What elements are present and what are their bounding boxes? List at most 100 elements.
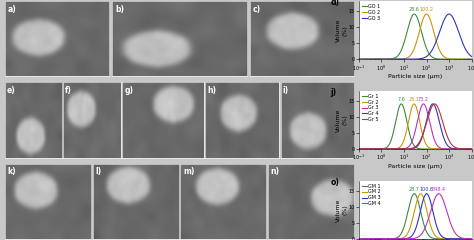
Gr 2: [408, 110, 413, 113]
GO 2: [445, 57, 451, 60]
Gr 3: [469, 148, 474, 150]
Gr 2: [469, 148, 474, 150]
GM 3: [445, 237, 451, 240]
Gr 3: [408, 143, 413, 145]
GO 1: [465, 58, 471, 60]
Gr 4: [465, 148, 471, 150]
Gr 4: [411, 147, 417, 150]
Text: e): e): [7, 86, 15, 95]
Legend: GM 1, GM 2, GM 3, GM 4: GM 1, GM 2, GM 3, GM 4: [361, 183, 381, 206]
GM 2: [411, 213, 417, 216]
Gr 5: [445, 136, 451, 139]
Gr 1: [408, 137, 414, 139]
GM 1: [411, 192, 417, 195]
GO 3: [356, 58, 362, 60]
GM 3: [408, 235, 413, 238]
Line: GM 1: GM 1: [359, 194, 472, 239]
Gr 4: [430, 102, 436, 105]
GM 3: [356, 237, 362, 240]
GM 4: [465, 237, 471, 240]
Text: 348.4: 348.4: [432, 187, 446, 192]
GM 1: [411, 192, 417, 195]
Line: Gr 3: Gr 3: [359, 104, 472, 149]
Text: g): g): [125, 86, 134, 95]
Gr 3: [420, 102, 426, 105]
GM 4: [362, 237, 367, 240]
GO 1: [445, 58, 451, 60]
GM 4: [356, 237, 362, 240]
Text: j): j): [331, 88, 337, 97]
Gr 1: [465, 148, 471, 150]
Text: i): i): [283, 86, 289, 95]
GM 2: [362, 237, 367, 240]
Text: 28.1: 28.1: [409, 97, 419, 102]
GO 1: [362, 58, 367, 60]
X-axis label: Particle size (μm): Particle size (μm): [388, 74, 442, 79]
Line: GM 2: GM 2: [359, 194, 472, 239]
Line: GM 3: GM 3: [359, 194, 472, 239]
GO 2: [465, 58, 471, 60]
Y-axis label: Volume
(%): Volume (%): [336, 108, 347, 132]
GM 1: [469, 237, 474, 240]
Gr 1: [356, 148, 362, 150]
GO 1: [356, 58, 362, 60]
Gr 3: [362, 148, 367, 150]
Gr 5: [465, 148, 471, 150]
Gr 4: [362, 148, 367, 150]
Gr 2: [445, 148, 451, 150]
GO 3: [469, 55, 474, 58]
Gr 1: [469, 148, 474, 150]
GM 1: [408, 199, 413, 202]
Legend: Gr 1, Gr 2, Gr 3, Gr 4, Gr 5: Gr 1, Gr 2, Gr 3, Gr 4, Gr 5: [361, 93, 379, 122]
Text: k): k): [7, 167, 16, 176]
Text: m): m): [183, 167, 194, 176]
Line: Gr 5: Gr 5: [359, 104, 472, 149]
Gr 4: [356, 148, 362, 150]
GO 3: [411, 58, 417, 60]
Gr 5: [408, 147, 413, 150]
GM 2: [356, 237, 362, 240]
Line: GO 1: GO 1: [359, 14, 472, 59]
Text: f): f): [65, 86, 72, 95]
Text: n): n): [271, 167, 280, 176]
GM 3: [469, 237, 474, 240]
Gr 2: [362, 148, 367, 150]
Y-axis label: Volume
(%): Volume (%): [336, 18, 347, 42]
GO 3: [445, 13, 450, 16]
Gr 5: [411, 146, 417, 149]
Gr 4: [469, 148, 474, 150]
Text: a): a): [8, 5, 17, 14]
Gr 2: [465, 148, 471, 150]
GO 2: [465, 58, 471, 60]
GM 1: [356, 237, 362, 240]
GM 4: [411, 237, 417, 240]
Text: h): h): [208, 86, 217, 95]
GM 1: [465, 237, 471, 240]
Gr 4: [465, 148, 471, 150]
GO 1: [411, 13, 417, 16]
GM 2: [465, 237, 471, 240]
GM 1: [362, 237, 367, 240]
Gr 3: [356, 148, 362, 150]
Line: GO 2: GO 2: [359, 14, 472, 59]
Gr 5: [469, 148, 474, 150]
GO 2: [362, 58, 367, 60]
Text: o): o): [331, 178, 339, 187]
Gr 1: [362, 148, 367, 150]
Gr 4: [445, 144, 451, 147]
GM 1: [465, 237, 471, 240]
GM 3: [362, 237, 367, 240]
GO 1: [411, 13, 417, 16]
GM 3: [411, 232, 417, 235]
GM 3: [465, 237, 471, 240]
Line: GM 4: GM 4: [359, 194, 472, 239]
Gr 1: [445, 148, 451, 150]
GO 1: [469, 58, 474, 60]
Gr 2: [356, 148, 362, 150]
GM 4: [436, 192, 442, 195]
GM 2: [445, 237, 451, 240]
GM 3: [465, 237, 471, 240]
GO 1: [465, 58, 471, 60]
Text: c): c): [253, 5, 261, 14]
Gr 5: [465, 148, 471, 150]
